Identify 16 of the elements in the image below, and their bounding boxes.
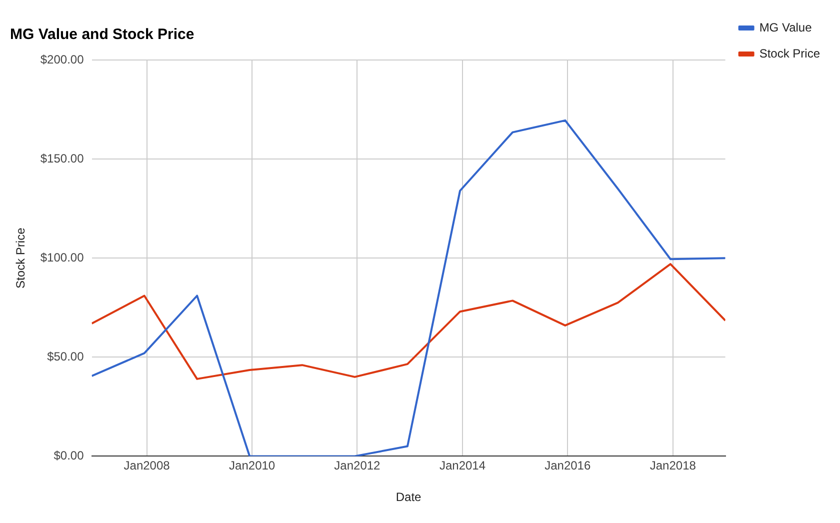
chart-title: MG Value and Stock Price	[10, 26, 194, 44]
y-axis-title: Stock Price	[14, 227, 28, 288]
x-tick-label: Jan2018	[650, 458, 696, 473]
x-tick-label: Jan2012	[334, 458, 381, 473]
legend-label: Stock Price	[759, 46, 820, 60]
legend-label: MG Value	[759, 20, 812, 34]
x-tick-label: Jan2010	[229, 458, 276, 473]
x-axis-title: Date	[396, 490, 422, 504]
x-tick-label: Jan2008	[124, 458, 170, 473]
y-tick-label: $50.00	[47, 349, 84, 364]
x-tick-label: Jan2016	[544, 458, 591, 473]
y-tick-label: $150.00	[40, 151, 84, 166]
y-tick-label: $200.00	[40, 52, 84, 66]
x-tick-label: Jan2014	[439, 458, 486, 473]
y-tick-label: $0.00	[54, 448, 84, 463]
y-tick-label: $100.00	[40, 250, 84, 264]
